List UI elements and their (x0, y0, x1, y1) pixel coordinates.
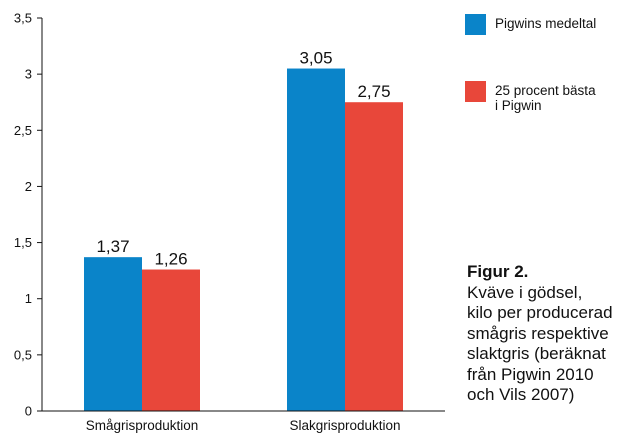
y-tick-label: 0,5 (14, 347, 32, 362)
legend-item-series-2: 25 procent bästa i Pigwin (465, 81, 596, 113)
x-axis-category-labels: Smågrisproduktion Slakgrisproduktion (86, 418, 401, 433)
caption-line: och Vils 2007) (467, 385, 575, 404)
y-tick-label: 3 (25, 67, 32, 82)
data-label: 3,05 (299, 49, 332, 68)
bar-chart: 0 0,5 1 1,5 2 2,5 3 3,5 1,37 1,26 3,05 2,75 Smågri… (14, 11, 445, 433)
legend-item-series-1: Pigwins medeltal (465, 14, 596, 35)
data-labels: 1,37 1,26 3,05 2,75 (96, 49, 390, 269)
y-tick-label: 2,5 (14, 123, 32, 138)
bar-2-1 (142, 269, 200, 411)
data-label: 1,37 (96, 237, 129, 256)
x-category-label: Smågrisproduktion (86, 418, 199, 433)
y-tick-label: 1 (25, 291, 32, 306)
bars (84, 68, 403, 412)
legend-label-series-2-line-1: 25 procent bästa (495, 83, 596, 98)
bar-1-2 (287, 68, 345, 412)
caption-title: Figur 2. (467, 262, 529, 281)
caption-line: smågris respektive (467, 323, 609, 343)
data-label: 2,75 (357, 82, 390, 101)
legend-label-series-2-line-2: i Pigwin (495, 98, 542, 113)
y-tick-label: 3,5 (14, 11, 32, 26)
legend-swatch-series-1 (465, 14, 486, 35)
legend-label-series-1: Pigwins medeltal (495, 16, 597, 31)
caption-line: från Pigwin 2010 (467, 364, 594, 384)
bar-1-1 (84, 257, 142, 411)
caption-line: Kväve i gödsel, (467, 282, 583, 302)
caption-line: kilo per producerad (467, 303, 613, 322)
figure-caption: Figur 2. Kväve i gödsel, kilo per produc… (467, 262, 625, 406)
x-category-label: Slakgrisproduktion (289, 418, 400, 433)
bar-2-2 (345, 102, 403, 411)
y-tick-label: 0 (25, 404, 32, 419)
y-tick-label: 1,5 (14, 235, 32, 250)
y-tick-label: 2 (25, 179, 32, 194)
y-axis-ticks: 0 0,5 1 1,5 2 2,5 3 3,5 (14, 11, 42, 419)
caption-line: slaktgris (beräknat (467, 344, 606, 363)
data-label: 1,26 (154, 250, 187, 269)
legend-swatch-series-2 (465, 81, 486, 102)
